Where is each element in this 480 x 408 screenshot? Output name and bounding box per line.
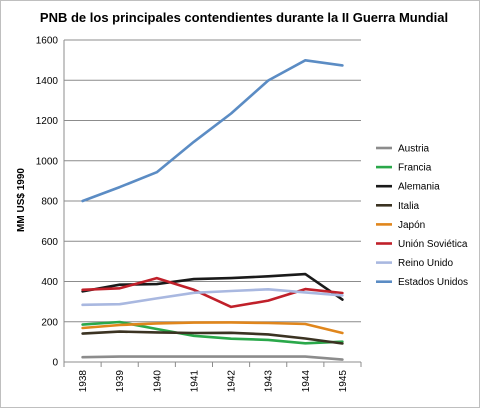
series-line-austria <box>81 355 344 361</box>
legend-label: Alemania <box>398 182 440 193</box>
legend-label: Francia <box>398 163 432 174</box>
legend-item-austria: Austria <box>376 144 430 155</box>
legend: Austria Francia Alemania Italia Japón Unión S… <box>376 144 468 288</box>
series-line-italia <box>81 330 344 345</box>
y-tick-label: 1200 <box>36 116 59 127</box>
legend-item-francia: Francia <box>376 163 432 174</box>
x-tick-label: 1942 <box>227 370 238 393</box>
legend-item-alemania: Alemania <box>376 182 440 193</box>
legend-label: Japón <box>398 220 425 231</box>
series-lines <box>81 58 344 361</box>
legend-label: Estados Unidos <box>398 277 468 288</box>
y-tick-label: 1400 <box>36 76 59 87</box>
y-tick-label: 200 <box>41 317 58 328</box>
series-line-reino-unido <box>81 287 344 307</box>
y-tick-label: 0 <box>52 358 58 369</box>
y-tick-label: 1000 <box>36 156 59 167</box>
x-tick-label: 1945 <box>338 370 349 393</box>
x-tick-label: 1941 <box>189 370 200 393</box>
x-tick-label: 1939 <box>115 370 126 393</box>
legend-item-japon: Japón <box>376 220 425 231</box>
series-line-estados-unidos <box>81 58 344 203</box>
y-tick-label: 600 <box>41 237 58 248</box>
x-tick-label: 1940 <box>152 370 163 393</box>
axes: 0 200 400 600 800 1000 1200 1400 1600 1938 1939 194… <box>36 36 362 393</box>
legend-label: Italia <box>398 201 420 212</box>
x-tick-label: 1944 <box>301 370 312 393</box>
legend-label: Unión Soviética <box>398 239 468 250</box>
legend-label: Reino Unido <box>398 258 453 269</box>
y-tick-label: 800 <box>41 197 58 208</box>
series-line-francia <box>81 320 344 345</box>
legend-item-reino-unido: Reino Unido <box>376 258 453 269</box>
chart-title: PNB de los principales contendientes dur… <box>40 10 448 25</box>
legend-item-union-sovietica: Unión Soviética <box>376 239 468 250</box>
y-tick-label: 400 <box>41 277 58 288</box>
legend-label: Austria <box>398 144 430 155</box>
x-tick-label: 1938 <box>78 370 89 393</box>
series-line-alemania <box>81 272 344 301</box>
legend-item-italia: Italia <box>376 201 420 212</box>
legend-item-estados-unidos: Estados Unidos <box>376 277 468 288</box>
series-line-japon <box>81 321 344 335</box>
y-tick-label: 1600 <box>36 36 59 47</box>
x-tick-label: 1943 <box>264 370 275 393</box>
y-axis-title: MM US$ 1990 <box>16 168 27 232</box>
